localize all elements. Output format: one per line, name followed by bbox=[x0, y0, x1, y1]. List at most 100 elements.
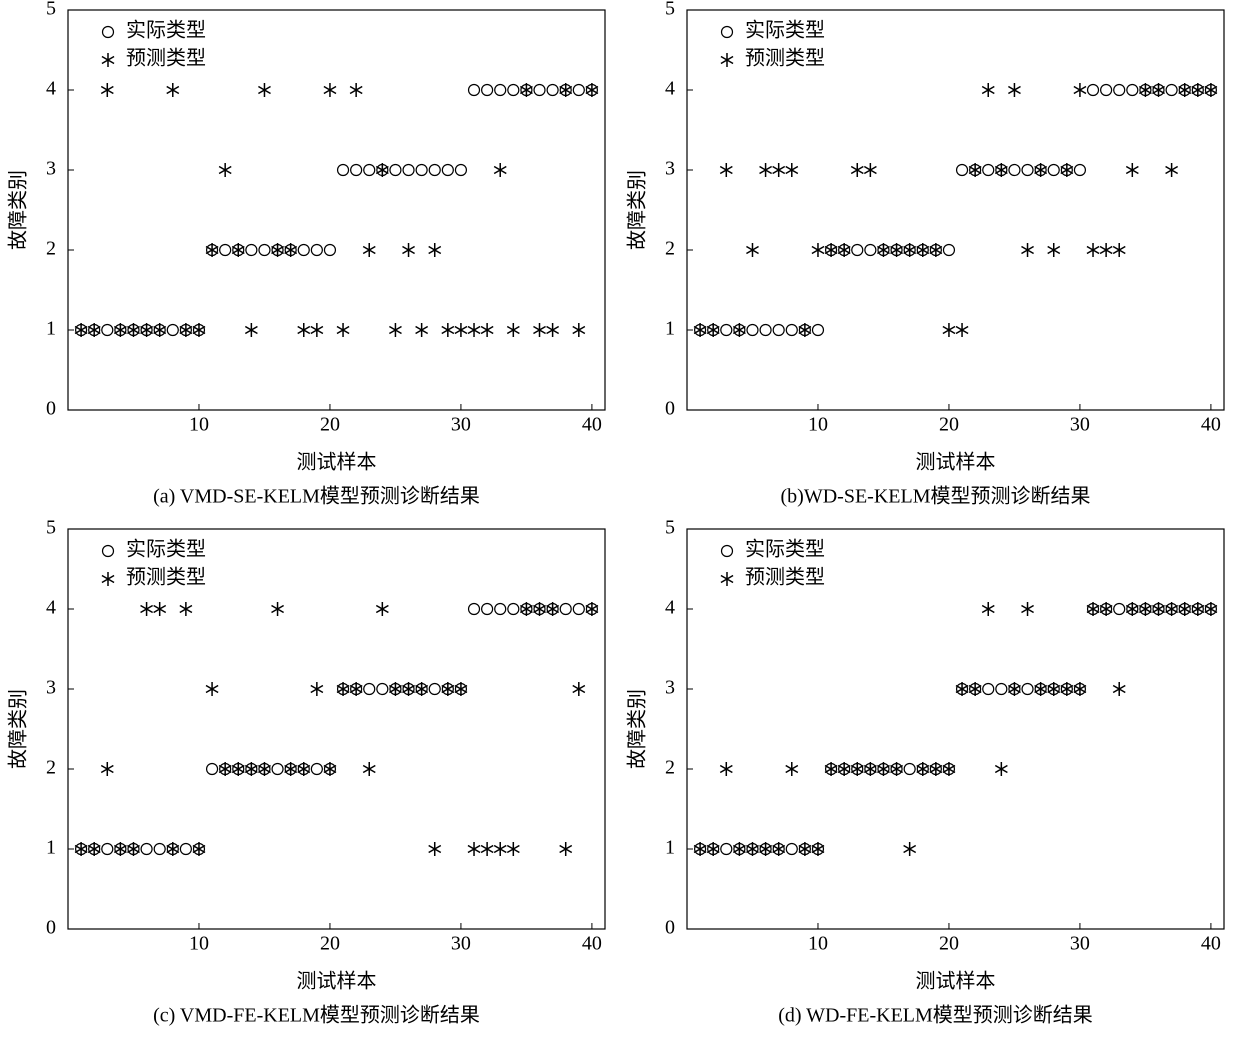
marker-circle bbox=[415, 163, 428, 177]
marker-circle bbox=[533, 83, 546, 97]
marker-star bbox=[863, 163, 877, 177]
marker-star bbox=[746, 243, 759, 257]
chart-title: (d) WD-FE-KELM模型预测诊断结果 bbox=[778, 1004, 1093, 1027]
x-tick-label: 10 bbox=[808, 933, 828, 955]
marker-star bbox=[192, 323, 206, 337]
x-tick-label: 40 bbox=[582, 933, 602, 955]
marker-star bbox=[127, 323, 140, 337]
y-tick-label: 3 bbox=[46, 158, 56, 180]
marker-star bbox=[310, 682, 324, 696]
marker-star bbox=[968, 682, 982, 696]
marker-star bbox=[732, 842, 746, 856]
marker-star bbox=[719, 163, 733, 177]
y-tick-label: 0 bbox=[665, 398, 675, 420]
x-tick-label: 40 bbox=[1201, 933, 1221, 955]
y-tick-label: 4 bbox=[665, 597, 675, 619]
marker-star bbox=[1191, 83, 1205, 97]
y-tick-label: 1 bbox=[665, 837, 675, 859]
x-tick-label: 30 bbox=[1070, 414, 1090, 436]
legend-label: 预测类型 bbox=[126, 47, 206, 70]
marker-star bbox=[929, 243, 943, 257]
marker-star bbox=[297, 762, 311, 776]
marker-star bbox=[1047, 682, 1061, 696]
x-axis-label: 测试样本 bbox=[297, 970, 377, 993]
marker-star bbox=[258, 83, 271, 97]
marker-circle bbox=[507, 83, 520, 97]
marker-star bbox=[336, 323, 350, 337]
marker-circle bbox=[546, 83, 559, 97]
marker-star bbox=[720, 572, 734, 586]
marker-star bbox=[349, 682, 363, 696]
marker-star bbox=[1008, 83, 1021, 97]
marker-star bbox=[798, 323, 812, 337]
marker-circle bbox=[101, 544, 115, 558]
legend-label: 预测类型 bbox=[126, 566, 206, 589]
marker-star bbox=[863, 762, 877, 776]
marker-circle bbox=[166, 323, 179, 337]
marker-circle bbox=[179, 842, 192, 856]
y-axis-label: 故障类别 bbox=[626, 689, 649, 769]
marker-star bbox=[585, 83, 599, 97]
marker-circle bbox=[559, 602, 572, 616]
marker-star bbox=[1099, 602, 1113, 616]
marker-star bbox=[1021, 243, 1034, 257]
marker-circle bbox=[441, 163, 454, 177]
marker-star bbox=[375, 602, 389, 616]
marker-star bbox=[1152, 83, 1165, 97]
panel: 0 1 2 3 4 5 10 20 30 40 测试样本 故障类别 (a) VMD-SE-KELM模型预… bbox=[7, 0, 606, 508]
legend-label: 实际类型 bbox=[126, 19, 206, 42]
marker-circle bbox=[481, 602, 494, 616]
marker-star bbox=[1204, 83, 1218, 97]
x-tick-label: 20 bbox=[939, 414, 959, 436]
marker-star bbox=[706, 323, 720, 337]
marker-star bbox=[1152, 602, 1165, 616]
x-tick-label: 20 bbox=[320, 933, 340, 955]
marker-circle bbox=[101, 25, 115, 39]
marker-star bbox=[850, 762, 864, 776]
marker-circle bbox=[494, 602, 507, 616]
y-axis-label: 故障类别 bbox=[7, 170, 30, 250]
marker-circle bbox=[101, 842, 114, 856]
marker-circle bbox=[982, 682, 995, 696]
marker-star bbox=[877, 243, 890, 257]
marker-star bbox=[271, 602, 284, 616]
y-tick-label: 2 bbox=[665, 757, 675, 779]
marker-star bbox=[87, 842, 101, 856]
y-tick-label: 2 bbox=[665, 238, 675, 260]
marker-star bbox=[572, 682, 586, 696]
marker-star bbox=[1178, 602, 1192, 616]
marker-star bbox=[218, 163, 232, 177]
marker-star bbox=[1008, 682, 1021, 696]
y-tick-label: 5 bbox=[665, 517, 675, 539]
marker-star bbox=[441, 323, 455, 337]
marker-star bbox=[1204, 602, 1218, 616]
marker-star bbox=[101, 53, 115, 67]
marker-circle bbox=[245, 243, 258, 257]
panel: 0 1 2 3 4 5 10 20 30 40 测试样本 故障类别 (b)WD-SE-KELM模型预测诊… bbox=[626, 0, 1225, 508]
marker-star bbox=[798, 842, 812, 856]
marker-star bbox=[362, 762, 376, 776]
marker-star bbox=[1165, 602, 1179, 616]
marker-circle bbox=[336, 163, 350, 177]
marker-star bbox=[323, 762, 337, 776]
marker-star bbox=[74, 842, 88, 856]
marker-circle bbox=[428, 682, 441, 696]
marker-star bbox=[994, 163, 1008, 177]
marker-star bbox=[519, 83, 533, 97]
y-tick-label: 5 bbox=[46, 0, 56, 20]
marker-star bbox=[533, 323, 546, 337]
marker-star bbox=[428, 842, 442, 856]
marker-star bbox=[506, 842, 520, 856]
marker-star bbox=[271, 243, 284, 257]
marker-star bbox=[1047, 243, 1061, 257]
marker-star bbox=[362, 243, 376, 257]
marker-circle bbox=[772, 323, 785, 337]
marker-star bbox=[929, 762, 943, 776]
marker-star bbox=[1138, 602, 1152, 616]
y-tick-label: 1 bbox=[46, 318, 56, 340]
marker-circle bbox=[350, 163, 363, 177]
x-tick-label: 10 bbox=[189, 933, 209, 955]
y-tick-label: 5 bbox=[46, 517, 56, 539]
marker-circle bbox=[494, 83, 507, 97]
marker-star bbox=[310, 323, 324, 337]
